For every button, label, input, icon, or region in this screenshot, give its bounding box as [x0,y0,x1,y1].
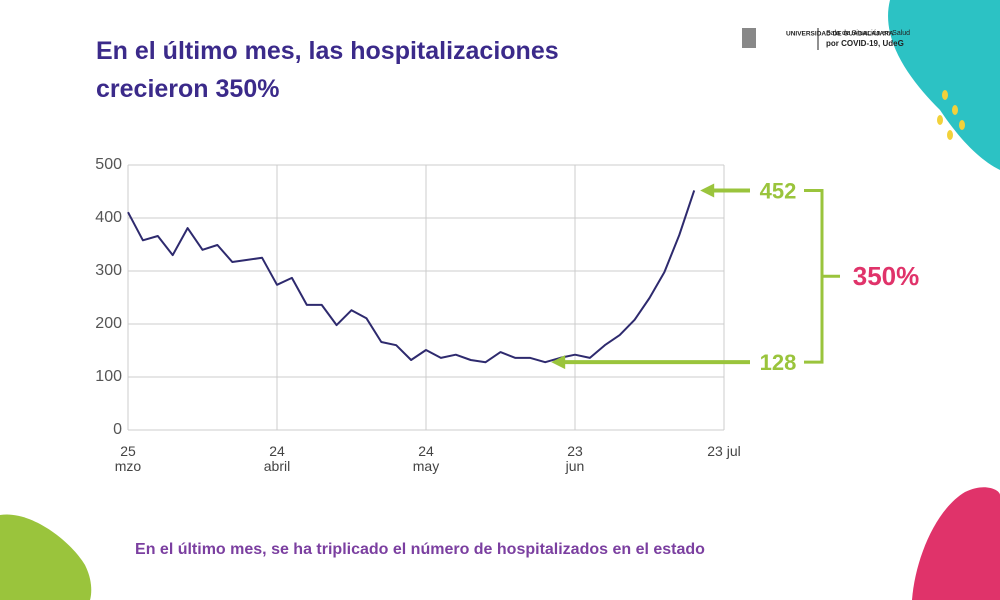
logo-text: UNIVERSIDAD DE GUADALAJARA [786,31,894,38]
logo-shield [742,28,756,48]
x-tick-label: 23 jun [565,443,585,474]
x-tick-label: 23 jul [707,443,741,459]
chart-title: En el último mes, las hospitalizaciones c… [96,37,559,103]
callout-label: 452 [760,178,797,203]
callout-arrowhead [551,355,566,370]
logo-text: por COVID-19, UdeG [826,39,904,48]
x-tick-label: 24 may [412,443,440,474]
y-tick-label: 200 [95,315,122,332]
decor-blob [912,487,1000,600]
y-tick-label: 400 [95,209,122,226]
y-tick-label: 100 [95,368,122,385]
x-tick-label: 25 mzo [114,443,142,474]
decor-dots [937,90,965,140]
callout-arrowhead [700,183,715,198]
data-line [127,190,696,364]
y-tick-label: 300 [95,262,122,279]
growth-label: 350% [853,261,920,291]
logo-text: Sala de Situación en Salud [826,30,910,37]
x-tick-label: 24 abril [263,443,291,474]
decor-blob [0,514,92,600]
y-tick-label: 500 [95,156,122,173]
callout-label: 128 [760,350,797,375]
caption: En el último mes, se ha triplicado el nú… [135,541,705,558]
bracket [804,188,840,364]
y-tick-label: 0 [113,421,122,438]
decor-blob [888,0,1000,170]
